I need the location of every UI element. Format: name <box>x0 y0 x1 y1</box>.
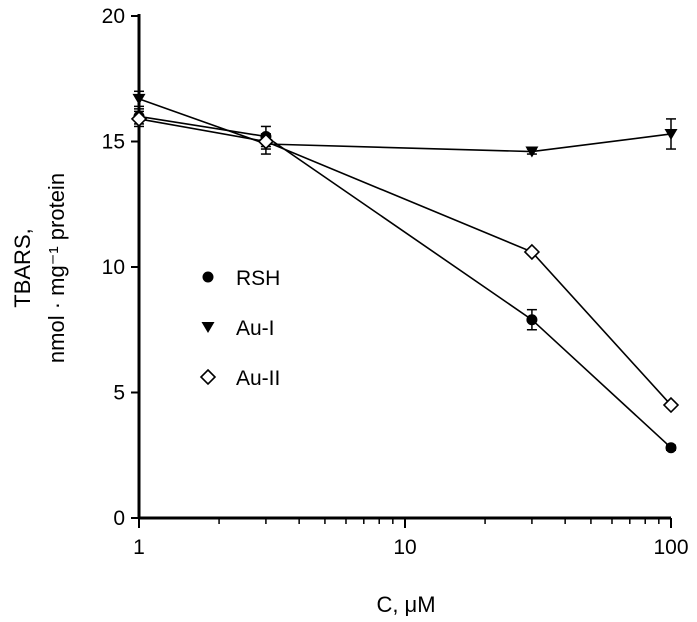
data-point <box>132 93 146 105</box>
y-axis-title-line1: TBARS, <box>10 228 35 307</box>
y-tick-label: 10 <box>102 256 125 279</box>
legend-label: Au-II <box>236 367 280 390</box>
series-line <box>138 98 672 153</box>
legend: RSH Au-I Au-II <box>199 267 280 390</box>
series-rsh <box>133 108 677 454</box>
x-tick-label: 10 <box>393 536 416 559</box>
data-point <box>664 128 678 140</box>
y-axis-title: TBARS, nmol · mg⁻¹ protein <box>10 173 69 363</box>
data-point <box>130 110 148 128</box>
data-point <box>526 314 538 326</box>
x-tick-label: 1 <box>133 536 145 559</box>
y-axis-title-line2: nmol · mg⁻¹ protein <box>44 173 69 363</box>
legend-item: Au-II <box>199 367 280 390</box>
y-tick-label: 5 <box>113 382 125 405</box>
y-tick-label: 15 <box>102 131 125 154</box>
series-line <box>138 118 672 406</box>
series-layer <box>130 90 680 454</box>
data-point <box>662 396 680 414</box>
axes: 0 5 10 15 20 1 10 100 <box>102 5 689 559</box>
legend-item: RSH <box>202 267 280 290</box>
legend-label: RSH <box>236 267 280 290</box>
legend-label: Au-I <box>236 317 275 340</box>
legend-marker <box>199 368 217 386</box>
data-point <box>523 243 541 261</box>
x-axis-title: C, μM <box>376 592 435 617</box>
y-tick-label: 20 <box>102 5 125 28</box>
x-tick-label: 100 <box>653 536 688 559</box>
data-point <box>257 133 275 150</box>
series-au-ii <box>130 110 680 414</box>
legend-item: Au-I <box>201 317 275 340</box>
legend-marker <box>202 271 214 283</box>
legend-marker <box>201 322 215 333</box>
series-au-i <box>132 90 678 158</box>
series-line <box>138 115 672 449</box>
data-point <box>665 442 677 454</box>
y-tick-label: 0 <box>113 507 125 530</box>
data-point <box>525 146 539 158</box>
